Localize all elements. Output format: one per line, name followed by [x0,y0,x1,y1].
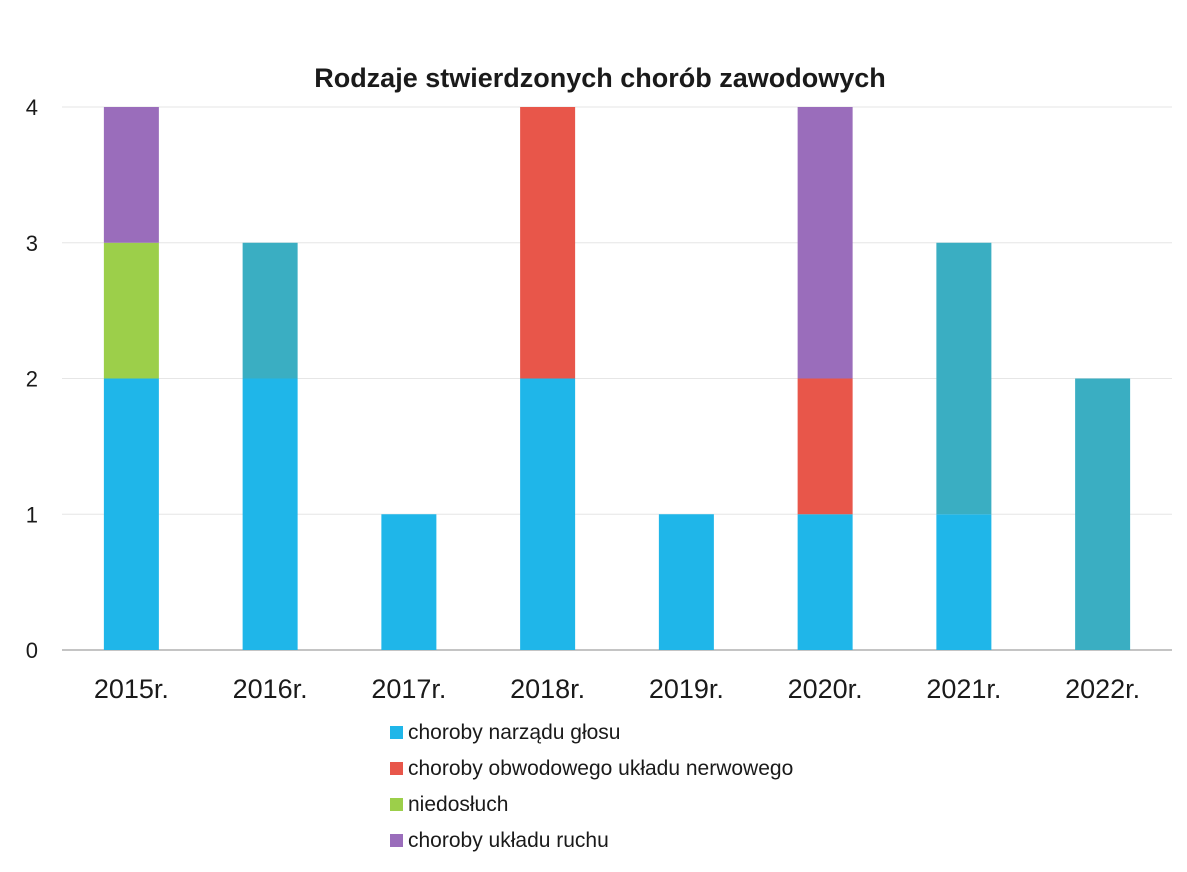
x-tick-label: 2022r. [1065,674,1140,704]
bar-segment [520,378,576,650]
bar-segment [797,107,853,379]
x-tick-label: 2018r. [510,674,585,704]
x-tick-label: 2019r. [649,674,724,704]
x-tick-label: 2015r. [94,674,169,704]
x-axis-ticks: 2015r. 2016r. 2017r. 2018r. 2019r. 2020r. 2021… [94,674,1140,704]
bar-segment [797,378,853,515]
legend-label: niedosłuch [408,793,508,816]
legend-swatch [390,726,403,739]
y-tick-label: 0 [26,638,38,663]
legend-swatch [390,798,403,811]
x-tick-label: 2016r. [233,674,308,704]
chart-title: Rodzaje stwierdzonych chorób zawodowych [314,63,886,93]
bar-segment [936,514,992,650]
y-tick-label: 3 [26,231,38,256]
legend-label: choroby obwodowego układu nerwowego [408,757,793,780]
bar-segment [103,378,159,650]
bar-segment [242,378,298,650]
bar-segment [936,242,992,515]
legend-label: choroby układu ruchu [408,829,609,852]
y-tick-label: 4 [26,95,38,120]
bar-segment [1075,378,1131,650]
x-tick-label: 2021r. [926,674,1001,704]
y-tick-label: 2 [26,367,38,392]
x-tick-label: 2020r. [788,674,863,704]
bar-segment [242,242,298,379]
x-tick-label: 2017r. [371,674,446,704]
gridlines [62,106,1172,651]
y-tick-label: 1 [26,502,38,527]
bar-segment [103,242,159,379]
bars [103,107,1131,650]
legend: choroby narządu głosu choroby obwodowego … [390,721,793,852]
bar-segment [658,514,714,650]
legend-swatch [390,762,403,775]
y-axis-ticks: 0 1 2 3 4 [26,95,38,663]
bar-segment [381,514,437,650]
bar-segment [797,514,853,650]
bar-segment [103,107,159,243]
bar-segment [520,107,576,379]
legend-label: choroby narządu głosu [408,721,620,744]
legend-swatch [390,834,403,847]
